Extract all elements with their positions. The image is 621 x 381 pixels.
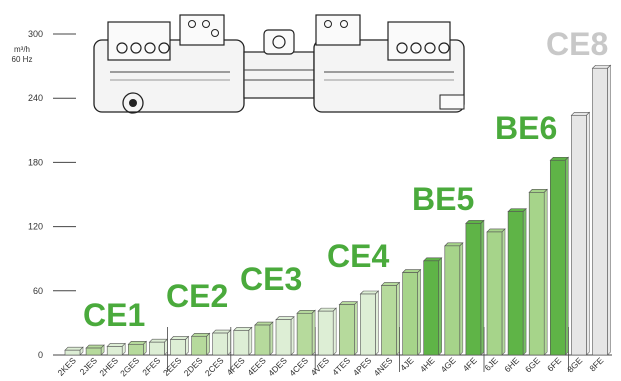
- bar: [507, 211, 524, 356]
- bar-side: [501, 228, 506, 356]
- bar-side: [396, 281, 400, 356]
- bar-side: [290, 315, 295, 356]
- y-tick-label: 0: [38, 350, 43, 360]
- category-label: 4FES: [225, 355, 247, 377]
- category-label: 2HES: [97, 355, 120, 378]
- bar: [275, 319, 292, 356]
- category-label: 4NES: [372, 355, 395, 378]
- y-axis-unit-label: 60 Hz: [12, 55, 33, 64]
- category-label: 2DES: [182, 355, 205, 378]
- bar-side: [522, 207, 527, 356]
- category-label: 6HE: [502, 355, 521, 374]
- category-label: 4VES: [309, 355, 332, 378]
- bar: [381, 285, 397, 356]
- bar: [85, 347, 102, 356]
- y-tick-label: 60: [33, 286, 43, 296]
- group-label: CE2: [166, 278, 228, 314]
- category-label: 4CES: [287, 355, 310, 378]
- bar: [106, 346, 123, 356]
- category-label: 2FES: [140, 355, 162, 377]
- category-label: 4PES: [351, 355, 374, 378]
- y-tick-label: 180: [28, 157, 43, 167]
- bar: [233, 330, 250, 356]
- group-label: CE1: [83, 297, 145, 333]
- bar: [317, 310, 334, 356]
- bar-side: [564, 156, 569, 356]
- y-tick-label: 240: [28, 93, 43, 103]
- illustration-compressor: [86, 14, 470, 115]
- bar: [170, 339, 186, 356]
- bar: [465, 223, 482, 356]
- bar-side: [375, 290, 379, 356]
- y-tick-label: 300: [28, 29, 43, 39]
- category-label: 4EES: [245, 355, 268, 378]
- category-label: 2EES: [161, 355, 184, 378]
- bar: [528, 192, 545, 356]
- category-label: 4DES: [266, 355, 289, 378]
- y-tick-label: 120: [28, 222, 43, 232]
- category-label: 8FE: [587, 355, 605, 373]
- bar-side: [543, 188, 548, 356]
- bar-side: [311, 309, 316, 356]
- category-label: 4FE: [461, 355, 479, 373]
- category-label: 6JE: [482, 355, 500, 373]
- bar-side: [269, 321, 274, 356]
- bar: [444, 245, 461, 356]
- bar: [338, 304, 355, 356]
- category-label: 4JE: [398, 355, 416, 373]
- category-label: 6FE: [545, 355, 563, 373]
- group-label: CE4: [327, 238, 389, 274]
- bar-side: [480, 219, 485, 356]
- category-label: 6GE: [523, 355, 542, 374]
- category-label: 2CES: [203, 355, 226, 378]
- bars: [64, 64, 612, 356]
- bar-side: [248, 326, 253, 356]
- bar: [64, 349, 81, 356]
- bar: [486, 231, 503, 356]
- bar: [254, 324, 271, 356]
- group-label: BE5: [412, 181, 474, 217]
- bar-side: [459, 242, 464, 356]
- category-label: 4HE: [418, 355, 437, 374]
- group-label: CE8: [546, 26, 608, 62]
- bar: [191, 335, 207, 356]
- category-label: 2KES: [55, 355, 78, 378]
- bar-side: [417, 268, 421, 356]
- bar: [296, 312, 313, 356]
- bar: [212, 332, 228, 356]
- category-label: 4TES: [330, 355, 352, 377]
- category-label: 2JES: [78, 355, 100, 377]
- bar-side: [185, 335, 189, 356]
- bar: [128, 343, 144, 356]
- bar: [592, 67, 608, 356]
- category-label: 2GES: [118, 355, 141, 378]
- bar-side: [206, 332, 210, 356]
- bar: [549, 159, 566, 356]
- y-axis-unit-label: m³/h: [14, 45, 30, 54]
- category-label: 4GE: [439, 355, 458, 374]
- bar-side: [607, 64, 611, 356]
- bar: [571, 115, 587, 356]
- bar-side: [353, 300, 358, 356]
- bar: [149, 341, 165, 356]
- group-label: CE3: [240, 261, 302, 297]
- bar-side: [332, 307, 337, 356]
- bar-side: [438, 257, 443, 356]
- group-label: BE6: [495, 110, 557, 146]
- bar-side: [586, 111, 590, 356]
- bar: [423, 260, 440, 356]
- bar: [402, 272, 418, 356]
- bar: [360, 293, 376, 356]
- bar-side: [227, 329, 231, 356]
- bar-side: [164, 338, 168, 356]
